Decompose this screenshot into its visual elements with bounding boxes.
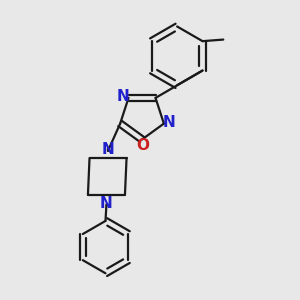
- Text: N: N: [100, 196, 113, 211]
- Text: N: N: [102, 142, 114, 157]
- Text: O: O: [136, 138, 149, 153]
- Text: N: N: [116, 89, 129, 104]
- Text: N: N: [163, 116, 176, 130]
